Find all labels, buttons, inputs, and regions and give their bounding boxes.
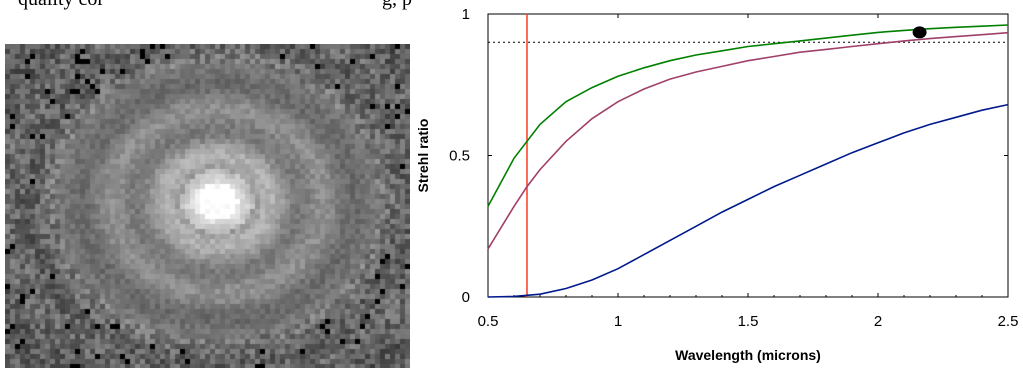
point-spread-function-image (5, 44, 410, 368)
y-tick-label: 0.5 (449, 148, 470, 165)
series-line-3 (487, 103, 1009, 298)
y-tick-label: 1 (462, 6, 470, 23)
psf-image-panel (5, 44, 410, 368)
x-tick-label: 1 (614, 313, 622, 330)
x-tick-label: 1.5 (738, 313, 759, 330)
x-tick-label: 2.5 (998, 313, 1019, 330)
plot-frame (487, 13, 1009, 298)
caption-fragment-right: g, p (382, 0, 412, 11)
series-line-2 (487, 31, 1009, 250)
data-point-marker (912, 26, 927, 39)
caption-fragment-left: quality cor (18, 0, 104, 11)
y-tick-label: 0 (462, 289, 470, 306)
x-tick-label: 2 (874, 313, 882, 330)
series-line-1 (487, 24, 1009, 207)
x-tick-label: 0.5 (478, 313, 499, 330)
y-axis-title: Strehl ratio (415, 119, 431, 193)
x-axis-title: Wavelength (microns) (675, 347, 821, 363)
